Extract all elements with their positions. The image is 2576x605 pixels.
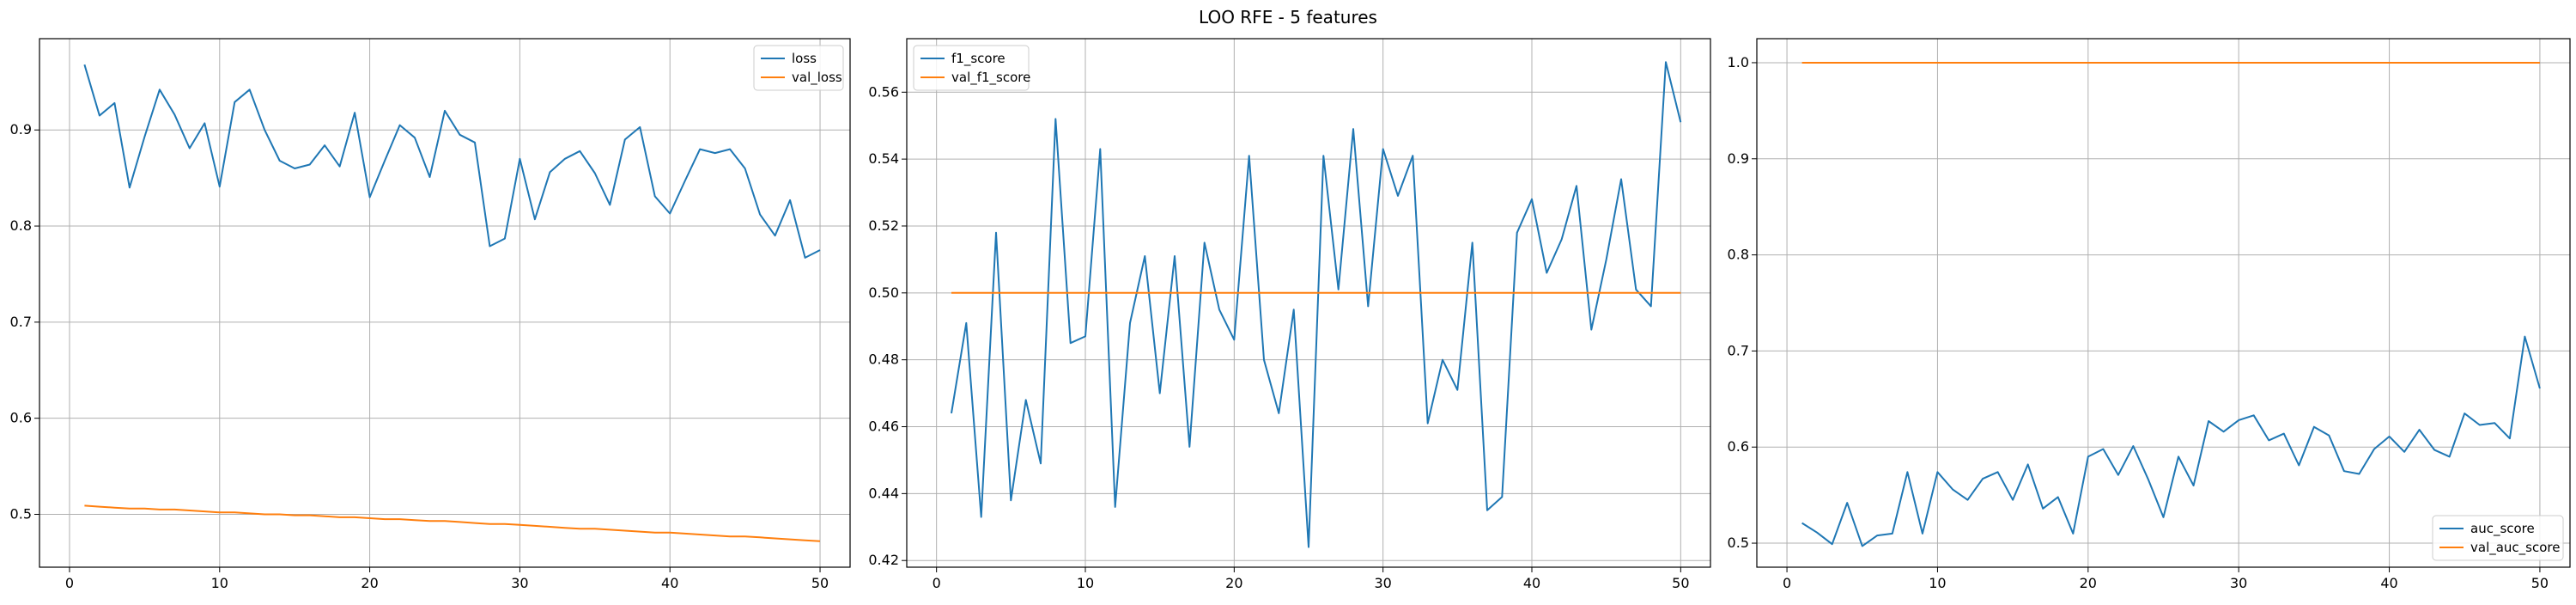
chart-3: 0 10 20 30 40 50 0.5 0.6 0.7 0.8 0.9 1.0 auc_scoreva… — [1728, 38, 2571, 591]
x-tick-label: 20 — [2080, 575, 2097, 591]
chart-1: 0 10 20 30 40 50 0.5 0.6 0.7 0.8 0.9 loss val_loss — [10, 38, 851, 591]
legend-label-f1_score: f1_score — [951, 51, 1005, 67]
x-tick-label: 40 — [2380, 575, 2397, 591]
x-tick-label: 30 — [1374, 575, 1391, 591]
y-tick-label: 0.44 — [868, 485, 899, 501]
series-line-loss — [83, 64, 821, 259]
legend-label-val_loss: val_loss — [792, 70, 842, 86]
x-tick-label: 10 — [1929, 575, 1946, 591]
x-tick-label: 0 — [1783, 575, 1791, 591]
y-tick-label: 0.54 — [868, 150, 899, 167]
y-tick-label: 0.7 — [10, 314, 32, 330]
x-tick-label: 10 — [211, 575, 228, 591]
legend: auc_score val_auc_score — [2432, 515, 2564, 561]
legend-label-val_f1_score: val_f1_score — [951, 70, 1030, 86]
axes-frame — [1756, 38, 2571, 568]
legend-box — [913, 45, 1030, 91]
chart-2: 0 10 20 30 40 50 0.42 0.44 0.46 0.48 0.50 0.52 0.54 0… — [868, 38, 1711, 591]
x-tick-label: 50 — [1672, 575, 1689, 591]
y-tick-label: 0.9 — [1728, 150, 1749, 167]
x-tick-label: 40 — [661, 575, 678, 591]
y-tick-label: 0.7 — [1728, 342, 1749, 358]
y-tick-label: 0.48 — [868, 351, 899, 368]
x-tick-label: 30 — [2230, 575, 2247, 591]
y-tick-label: 1.0 — [1728, 54, 1749, 70]
series-line-f1_score — [951, 61, 1682, 548]
y-tick-label: 0.42 — [868, 552, 899, 568]
y-tick-label: 0.6 — [10, 410, 32, 426]
y-tick-label: 0.46 — [868, 419, 899, 435]
y-tick-label: 0.52 — [868, 217, 899, 234]
x-tick-label: 10 — [1077, 575, 1094, 591]
x-tick-label: 50 — [811, 575, 829, 591]
legend: loss val_loss — [753, 45, 844, 91]
legend-label-val_auc_score: val_auc_score — [2470, 540, 2561, 556]
y-tick-label: 0.9 — [10, 121, 32, 138]
y-tick-label: 0.56 — [868, 83, 899, 100]
axes-frame — [39, 38, 851, 568]
y-tick-label: 0.5 — [1728, 535, 1749, 551]
x-tick-label: 40 — [1523, 575, 1540, 591]
legend-label-auc_score: auc_score — [2470, 521, 2535, 537]
y-tick-label: 0.6 — [1728, 438, 1749, 455]
y-tick-label: 0.8 — [10, 217, 32, 234]
y-tick-label: 0.50 — [868, 284, 899, 301]
axes-frame — [906, 38, 1711, 568]
x-tick-label: 0 — [65, 575, 74, 591]
x-tick-label: 50 — [2531, 575, 2549, 591]
figure-title: LOO RFE - 5 features — [1199, 7, 1377, 28]
series-line-auc_score — [1801, 335, 2541, 547]
y-tick-label: 0.8 — [1728, 247, 1749, 263]
y-tick-label: 0.5 — [10, 506, 32, 522]
legend-label-loss: loss — [792, 51, 817, 66]
x-tick-label: 0 — [933, 575, 941, 591]
legend: f1_score val_f1_score — [913, 45, 1030, 91]
series-line-val_loss — [84, 504, 821, 542]
x-tick-label: 30 — [511, 575, 528, 591]
x-tick-label: 20 — [361, 575, 378, 591]
x-tick-label: 20 — [1225, 575, 1242, 591]
legend-box — [753, 45, 844, 91]
legend-box — [2432, 515, 2564, 561]
